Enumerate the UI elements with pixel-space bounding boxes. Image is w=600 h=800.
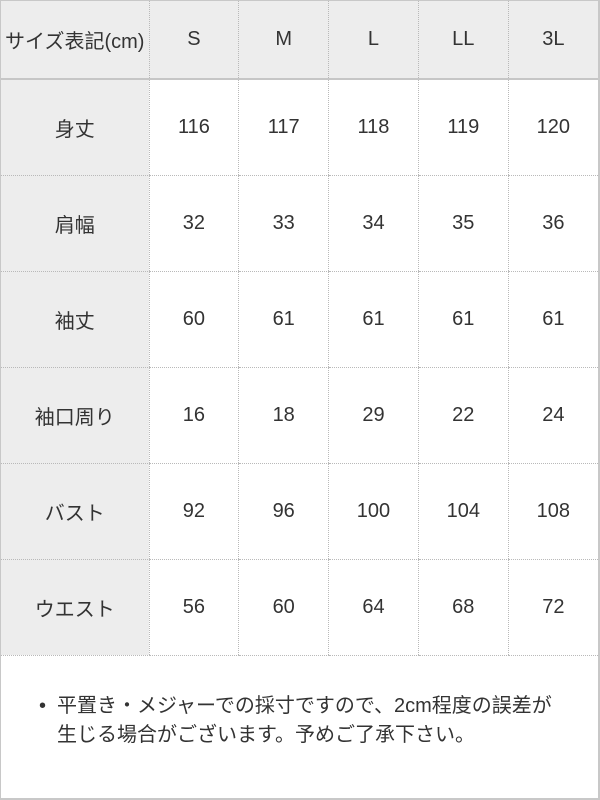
measurement-value: 104 — [417, 463, 509, 560]
table-row-waist: ウエスト 56 60 64 68 72 — [1, 559, 598, 656]
size-header-s: S — [148, 1, 239, 80]
measurement-value: 22 — [417, 367, 509, 464]
measurement-value: 29 — [328, 367, 419, 464]
table-row-body-length: 身丈 116 117 118 119 120 — [1, 79, 598, 176]
measurement-label: 肩幅 — [1, 175, 149, 272]
measurement-label: ウエスト — [1, 559, 149, 656]
measurement-value: 60 — [238, 559, 329, 656]
measurement-value: 35 — [417, 175, 509, 272]
measurement-value: 36 — [507, 175, 598, 272]
size-header-m: M — [238, 1, 329, 80]
measurement-value: 117 — [238, 79, 329, 176]
size-header-l: L — [328, 1, 419, 80]
size-table: サイズ表記(cm) S M L LL 3L 身丈 116 117 118 119… — [1, 1, 598, 656]
bullet-icon: • — [39, 694, 47, 717]
measurement-value: 100 — [328, 463, 419, 560]
table-row-cuff-circumference: 袖口周り 16 18 29 22 24 — [1, 367, 598, 464]
measurement-value: 72 — [507, 559, 598, 656]
table-row-sleeve-length: 袖丈 60 61 61 61 61 — [1, 271, 598, 368]
measurement-value: 34 — [328, 175, 419, 272]
measurement-value: 33 — [238, 175, 329, 272]
measurement-value: 120 — [507, 79, 598, 176]
note-text: 平置き・メジャーでの採寸ですので、2cm程度の誤差が生じる場合がございます。予め… — [57, 694, 552, 746]
measurement-value: 108 — [507, 463, 598, 560]
measurement-value: 92 — [148, 463, 239, 560]
size-unit-header-cell: サイズ表記(cm) — [1, 1, 149, 80]
size-table-header-row: サイズ表記(cm) S M L LL 3L — [1, 1, 598, 80]
measurement-value: 116 — [148, 79, 239, 176]
measurement-value: 119 — [417, 79, 509, 176]
measurement-value: 16 — [148, 367, 239, 464]
measurement-value: 68 — [417, 559, 509, 656]
measurement-value: 118 — [328, 79, 419, 176]
size-header-3l: 3L — [507, 1, 598, 80]
measurement-label: 袖丈 — [1, 271, 149, 368]
table-row-bust: バスト 92 96 100 104 108 — [1, 463, 598, 560]
table-row-shoulder-width: 肩幅 32 33 34 35 36 — [1, 175, 598, 272]
measurement-value: 96 — [238, 463, 329, 560]
measurement-value: 61 — [507, 271, 598, 368]
measurement-value: 56 — [148, 559, 239, 656]
measurement-value: 32 — [148, 175, 239, 272]
measurement-value: 18 — [238, 367, 329, 464]
measurement-value: 61 — [417, 271, 509, 368]
measurement-value: 61 — [238, 271, 329, 368]
measurement-label: バスト — [1, 463, 149, 560]
measurement-value: 61 — [328, 271, 419, 368]
measurement-value: 64 — [328, 559, 419, 656]
measurement-note: • 平置き・メジャーでの採寸ですので、2cm程度の誤差が生じる場合がございます。… — [1, 656, 598, 750]
size-header-ll: LL — [417, 1, 509, 80]
measurement-label: 袖口周り — [1, 367, 149, 464]
measurement-label: 身丈 — [1, 79, 149, 176]
measurement-value: 24 — [507, 367, 598, 464]
measurement-value: 60 — [148, 271, 239, 368]
